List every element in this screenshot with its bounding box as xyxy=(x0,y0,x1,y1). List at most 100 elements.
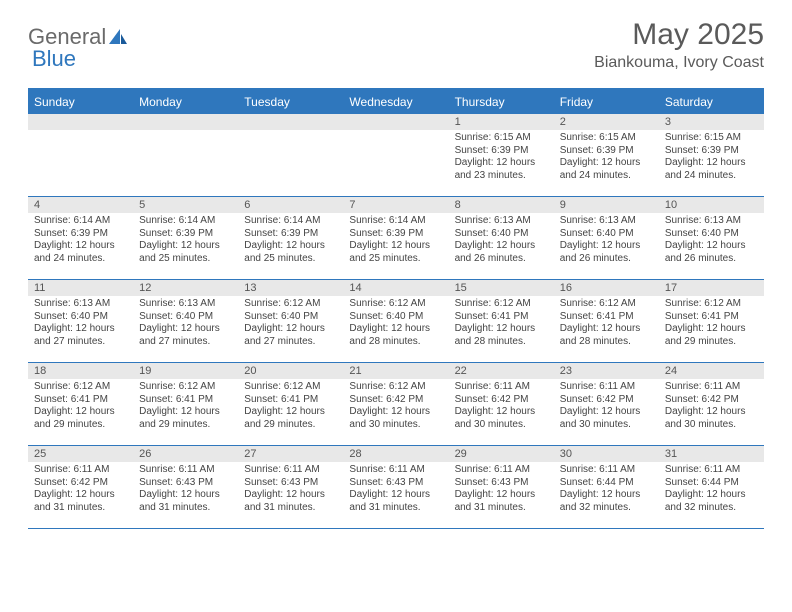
day-cell: 20Sunrise: 6:12 AMSunset: 6:41 PMDayligh… xyxy=(238,363,343,445)
day-details: Sunrise: 6:11 AMSunset: 6:42 PMDaylight:… xyxy=(28,462,133,518)
day-details: Sunrise: 6:12 AMSunset: 6:42 PMDaylight:… xyxy=(343,379,448,435)
sunset-text: Sunset: 6:42 PM xyxy=(455,394,548,407)
day-number: 23 xyxy=(554,363,659,379)
dow-wednesday: Wednesday xyxy=(343,90,448,114)
sunset-text: Sunset: 6:43 PM xyxy=(244,477,337,490)
day-cell: 1Sunrise: 6:15 AMSunset: 6:39 PMDaylight… xyxy=(449,114,554,196)
day-number: 4 xyxy=(28,197,133,213)
day-details: Sunrise: 6:15 AMSunset: 6:39 PMDaylight:… xyxy=(659,130,764,186)
sunset-text: Sunset: 6:40 PM xyxy=(455,228,548,241)
day-details: Sunrise: 6:12 AMSunset: 6:41 PMDaylight:… xyxy=(133,379,238,435)
day-details: Sunrise: 6:12 AMSunset: 6:41 PMDaylight:… xyxy=(28,379,133,435)
sunset-text: Sunset: 6:40 PM xyxy=(665,228,758,241)
dow-thursday: Thursday xyxy=(449,90,554,114)
sunrise-text: Sunrise: 6:11 AM xyxy=(560,381,653,394)
dow-tuesday: Tuesday xyxy=(238,90,343,114)
day-cell: 14Sunrise: 6:12 AMSunset: 6:40 PMDayligh… xyxy=(343,280,448,362)
sunrise-text: Sunrise: 6:12 AM xyxy=(34,381,127,394)
sunset-text: Sunset: 6:39 PM xyxy=(349,228,442,241)
day-details: Sunrise: 6:14 AMSunset: 6:39 PMDaylight:… xyxy=(28,213,133,269)
day-cell xyxy=(133,114,238,196)
daylight-text: Daylight: 12 hours and 27 minutes. xyxy=(139,323,232,348)
daylight-text: Daylight: 12 hours and 32 minutes. xyxy=(560,489,653,514)
daylight-text: Daylight: 12 hours and 31 minutes. xyxy=(34,489,127,514)
day-number: 24 xyxy=(659,363,764,379)
week-row: 11Sunrise: 6:13 AMSunset: 6:40 PMDayligh… xyxy=(28,280,764,363)
daylight-text: Daylight: 12 hours and 31 minutes. xyxy=(349,489,442,514)
day-details: Sunrise: 6:14 AMSunset: 6:39 PMDaylight:… xyxy=(343,213,448,269)
day-number: 18 xyxy=(28,363,133,379)
day-number: 7 xyxy=(343,197,448,213)
dow-sunday: Sunday xyxy=(28,90,133,114)
day-number: 11 xyxy=(28,280,133,296)
logo-text-2: Blue xyxy=(32,46,76,72)
day-cell: 17Sunrise: 6:12 AMSunset: 6:41 PMDayligh… xyxy=(659,280,764,362)
day-details: Sunrise: 6:11 AMSunset: 6:44 PMDaylight:… xyxy=(554,462,659,518)
daylight-text: Daylight: 12 hours and 26 minutes. xyxy=(665,240,758,265)
day-details: Sunrise: 6:12 AMSunset: 6:41 PMDaylight:… xyxy=(238,379,343,435)
day-details: Sunrise: 6:11 AMSunset: 6:42 PMDaylight:… xyxy=(554,379,659,435)
day-details: Sunrise: 6:13 AMSunset: 6:40 PMDaylight:… xyxy=(449,213,554,269)
sunrise-text: Sunrise: 6:14 AM xyxy=(244,215,337,228)
sunrise-text: Sunrise: 6:13 AM xyxy=(139,298,232,311)
daylight-text: Daylight: 12 hours and 29 minutes. xyxy=(34,406,127,431)
day-number: 3 xyxy=(659,114,764,130)
sunrise-text: Sunrise: 6:11 AM xyxy=(349,464,442,477)
sunrise-text: Sunrise: 6:13 AM xyxy=(665,215,758,228)
day-details: Sunrise: 6:15 AMSunset: 6:39 PMDaylight:… xyxy=(449,130,554,186)
daylight-text: Daylight: 12 hours and 29 minutes. xyxy=(665,323,758,348)
day-cell: 4Sunrise: 6:14 AMSunset: 6:39 PMDaylight… xyxy=(28,197,133,279)
day-number: 30 xyxy=(554,446,659,462)
day-cell: 19Sunrise: 6:12 AMSunset: 6:41 PMDayligh… xyxy=(133,363,238,445)
sunrise-text: Sunrise: 6:14 AM xyxy=(34,215,127,228)
logo-sail-icon xyxy=(108,28,128,46)
day-cell: 8Sunrise: 6:13 AMSunset: 6:40 PMDaylight… xyxy=(449,197,554,279)
daylight-text: Daylight: 12 hours and 27 minutes. xyxy=(34,323,127,348)
sunset-text: Sunset: 6:41 PM xyxy=(34,394,127,407)
sunset-text: Sunset: 6:42 PM xyxy=(34,477,127,490)
day-cell: 28Sunrise: 6:11 AMSunset: 6:43 PMDayligh… xyxy=(343,446,448,528)
day-number: 8 xyxy=(449,197,554,213)
day-cell: 29Sunrise: 6:11 AMSunset: 6:43 PMDayligh… xyxy=(449,446,554,528)
sunset-text: Sunset: 6:40 PM xyxy=(34,311,127,324)
sunrise-text: Sunrise: 6:13 AM xyxy=(455,215,548,228)
sunset-text: Sunset: 6:39 PM xyxy=(244,228,337,241)
sunset-text: Sunset: 6:41 PM xyxy=(455,311,548,324)
sunrise-text: Sunrise: 6:12 AM xyxy=(244,298,337,311)
sunrise-text: Sunrise: 6:12 AM xyxy=(244,381,337,394)
sunset-text: Sunset: 6:41 PM xyxy=(139,394,232,407)
day-cell xyxy=(28,114,133,196)
day-details: Sunrise: 6:12 AMSunset: 6:40 PMDaylight:… xyxy=(238,296,343,352)
sunrise-text: Sunrise: 6:11 AM xyxy=(455,464,548,477)
day-number: 28 xyxy=(343,446,448,462)
day-number: 22 xyxy=(449,363,554,379)
daylight-text: Daylight: 12 hours and 24 minutes. xyxy=(560,157,653,182)
day-cell: 21Sunrise: 6:12 AMSunset: 6:42 PMDayligh… xyxy=(343,363,448,445)
day-details: Sunrise: 6:11 AMSunset: 6:43 PMDaylight:… xyxy=(133,462,238,518)
sunset-text: Sunset: 6:40 PM xyxy=(349,311,442,324)
day-details: Sunrise: 6:11 AMSunset: 6:43 PMDaylight:… xyxy=(343,462,448,518)
day-details: Sunrise: 6:11 AMSunset: 6:43 PMDaylight:… xyxy=(238,462,343,518)
day-cell: 23Sunrise: 6:11 AMSunset: 6:42 PMDayligh… xyxy=(554,363,659,445)
sunset-text: Sunset: 6:41 PM xyxy=(560,311,653,324)
day-cell: 3Sunrise: 6:15 AMSunset: 6:39 PMDaylight… xyxy=(659,114,764,196)
day-details: Sunrise: 6:13 AMSunset: 6:40 PMDaylight:… xyxy=(28,296,133,352)
day-details: Sunrise: 6:12 AMSunset: 6:41 PMDaylight:… xyxy=(554,296,659,352)
daylight-text: Daylight: 12 hours and 24 minutes. xyxy=(34,240,127,265)
daylight-text: Daylight: 12 hours and 28 minutes. xyxy=(560,323,653,348)
day-cell: 27Sunrise: 6:11 AMSunset: 6:43 PMDayligh… xyxy=(238,446,343,528)
daylight-text: Daylight: 12 hours and 29 minutes. xyxy=(139,406,232,431)
daylight-text: Daylight: 12 hours and 28 minutes. xyxy=(455,323,548,348)
daylight-text: Daylight: 12 hours and 25 minutes. xyxy=(244,240,337,265)
daylight-text: Daylight: 12 hours and 31 minutes. xyxy=(455,489,548,514)
day-number xyxy=(238,114,343,130)
day-number: 10 xyxy=(659,197,764,213)
day-number: 26 xyxy=(133,446,238,462)
day-number: 29 xyxy=(449,446,554,462)
sunset-text: Sunset: 6:40 PM xyxy=(139,311,232,324)
daylight-text: Daylight: 12 hours and 31 minutes. xyxy=(244,489,337,514)
day-number: 15 xyxy=(449,280,554,296)
day-details: Sunrise: 6:13 AMSunset: 6:40 PMDaylight:… xyxy=(554,213,659,269)
day-details: Sunrise: 6:13 AMSunset: 6:40 PMDaylight:… xyxy=(133,296,238,352)
daylight-text: Daylight: 12 hours and 30 minutes. xyxy=(560,406,653,431)
